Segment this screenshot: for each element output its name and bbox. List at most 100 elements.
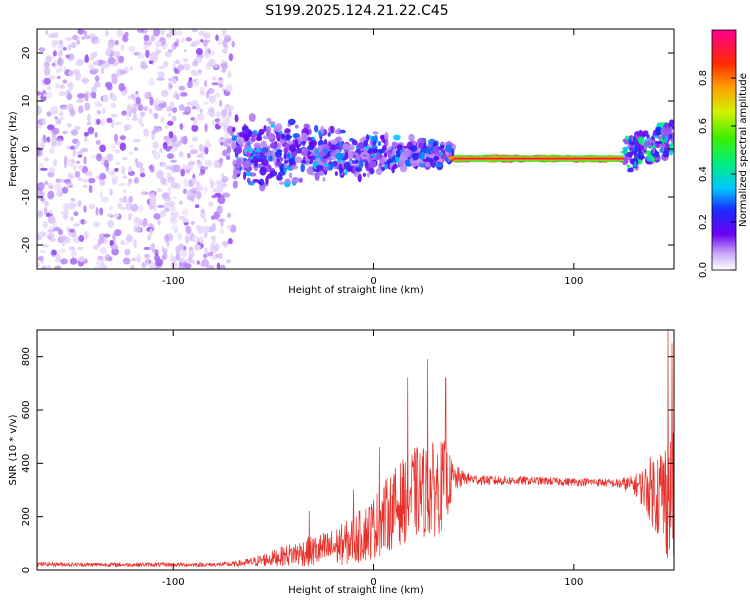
spectrogram-cell — [327, 132, 331, 137]
spectrogram-cell — [372, 148, 379, 153]
spectrogram-cell — [218, 99, 223, 108]
spectrogram-cell — [190, 220, 195, 225]
spectrogram-cell — [149, 108, 153, 114]
spectrogram-cell — [377, 141, 382, 146]
spectrogram-cell — [80, 147, 89, 153]
spectrogram-cell — [66, 103, 74, 110]
spectrogram-cell — [270, 124, 276, 128]
spectrogram-cell — [72, 235, 81, 244]
spectrogram-cell — [207, 87, 215, 95]
spectrogram-cell — [626, 164, 631, 168]
spectrogram-cell — [42, 265, 47, 269]
spectrogram-cell — [113, 213, 119, 218]
spectrogram-cell — [196, 56, 203, 64]
spectrogram-cell — [37, 142, 40, 146]
spectrogram-cell — [151, 131, 155, 141]
spectrogram-cell — [95, 207, 99, 216]
spectrogram-cell — [227, 70, 232, 79]
spectrogram-cell — [655, 126, 663, 135]
spectrogram-cell — [177, 64, 185, 71]
spectrogram-cell — [262, 147, 269, 153]
spectrogram-cell — [83, 30, 88, 36]
spectrogram-cell — [418, 152, 425, 160]
spectrogram-cell — [50, 106, 59, 115]
spectrogram-cell — [148, 52, 156, 61]
spectrogram-cell — [69, 109, 76, 117]
spectrogram-cell — [243, 171, 247, 181]
spectrogram-cell — [93, 265, 102, 269]
spectrogram-cell — [201, 151, 204, 161]
spectrogram-cell — [181, 250, 188, 257]
spectrogram-cell — [180, 168, 186, 177]
spectrogram-cell — [399, 164, 408, 173]
spectrogram-cell — [163, 60, 169, 68]
spectrogram-cell — [37, 210, 44, 217]
spectrogram-cell — [73, 202, 77, 208]
spectrogram-cell — [96, 110, 102, 115]
spectrogram-cell — [95, 140, 101, 145]
spectrogram-cell — [55, 254, 61, 263]
spectrogram-cell — [318, 151, 327, 157]
spectrogram-cell — [167, 186, 172, 195]
spectrogram-cell — [118, 83, 126, 92]
snr-x-axis-label: Height of straight line (km) — [288, 585, 424, 596]
spectrogram-cell — [137, 117, 143, 125]
spectrogram-cell — [294, 156, 303, 164]
spectrogram-cell — [214, 118, 221, 123]
spectrogram-cell — [188, 248, 195, 258]
colorbar-tick-label: 0.8 — [698, 70, 709, 86]
spectrogram-cell — [96, 154, 103, 162]
spectrogram-cell — [251, 151, 257, 156]
spectrogram-cell — [223, 122, 228, 127]
spectrogram-cell — [48, 147, 55, 155]
spectrogram-cell — [114, 133, 118, 143]
x-tick-label: -100 — [162, 276, 185, 287]
spectrogram-cell — [211, 222, 216, 232]
spectrogram-cell — [225, 84, 233, 93]
spectrogram-cell — [63, 155, 68, 165]
spectrogram-cell — [170, 212, 174, 216]
spectrogram-cell — [170, 182, 178, 189]
spectrogram-cell — [99, 191, 103, 199]
spectrogram-cell — [323, 138, 328, 145]
spectrogram-cell — [204, 79, 208, 88]
spectrogram-cell — [57, 43, 65, 50]
spectrogram-cell — [228, 53, 234, 62]
spectrogram-cell — [83, 131, 89, 137]
spectrogram-cell — [202, 225, 210, 234]
spectrogram-cell — [195, 181, 201, 186]
spectrogram-cell — [174, 59, 180, 65]
spectrogram-cell — [211, 235, 216, 240]
spectrogram-cell — [440, 144, 445, 149]
spectrogram-cell — [182, 111, 190, 115]
spectrogram-cell — [73, 223, 81, 227]
spectrogram-cell — [143, 253, 151, 259]
spectrogram-cell — [99, 118, 106, 126]
spectrogram-cell — [156, 77, 165, 81]
spectrogram-cell — [224, 132, 230, 136]
spectrogram-cell — [191, 41, 196, 47]
spectrogram-cell — [137, 52, 145, 59]
spectrogram-cell — [146, 234, 152, 241]
spectrogram-cell — [175, 38, 180, 44]
spectrogram-cell — [171, 206, 177, 212]
spectrogram-cell — [178, 151, 184, 158]
spectrogram-cell — [200, 39, 204, 43]
spectrogram-cell — [246, 177, 251, 184]
spectrogram-cell — [103, 233, 111, 238]
spectrogram-cell — [221, 109, 228, 117]
spectrogram-cell — [335, 136, 343, 143]
spectrogram-cell — [337, 152, 343, 161]
spectrogram-cell — [183, 178, 190, 188]
spectrogram-cell — [155, 171, 159, 176]
spectrogram-cell — [422, 158, 428, 162]
spectrogram-cell — [94, 132, 98, 138]
spectrogram-cell — [75, 60, 83, 67]
spectrogram-cell — [255, 135, 263, 142]
spectrogram-cell — [82, 184, 88, 188]
spectrogram-cell — [37, 181, 45, 191]
spectrogram-cell — [60, 258, 68, 265]
spectrogram-cell — [218, 139, 226, 143]
spectrogram-cell — [217, 195, 226, 205]
spectrogram-cell — [378, 162, 383, 169]
